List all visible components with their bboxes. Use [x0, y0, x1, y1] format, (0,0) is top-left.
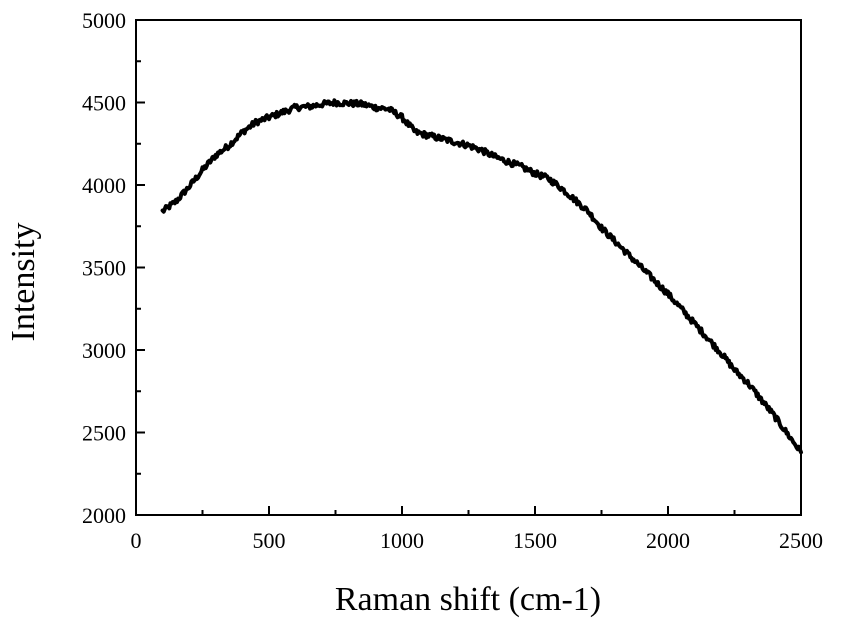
ticks-layer	[135, 19, 802, 516]
plot-frame	[135, 19, 802, 516]
x-tick-label: 0	[131, 528, 142, 553]
x-tick-label: 2500	[779, 528, 823, 553]
spectrum-line	[160, 98, 803, 455]
y-tick-label: 3500	[82, 256, 126, 281]
y-tick-labels: 2000 2500 3000 3500 4000 4500 5000	[82, 8, 126, 528]
x-tick-label: 500	[253, 528, 286, 553]
x-tick-label: 1000	[380, 528, 424, 553]
x-tick-label: 2000	[646, 528, 690, 553]
y-tick-label: 2000	[82, 503, 126, 528]
y-tick-label: 5000	[82, 8, 126, 33]
y-tick-label: 4500	[82, 91, 126, 116]
series-layer	[160, 98, 803, 455]
y-axis-title: Intensity	[5, 223, 42, 342]
y-tick-label: 2500	[82, 421, 126, 446]
y-tick-label: 4000	[82, 173, 126, 198]
x-axis-title: Raman shift (cm-1)	[335, 581, 601, 618]
x-tick-label: 1500	[513, 528, 557, 553]
x-tick-labels: 0 500 1000 1500 2000 2500	[131, 528, 824, 553]
y-tick-label: 3000	[82, 338, 126, 363]
